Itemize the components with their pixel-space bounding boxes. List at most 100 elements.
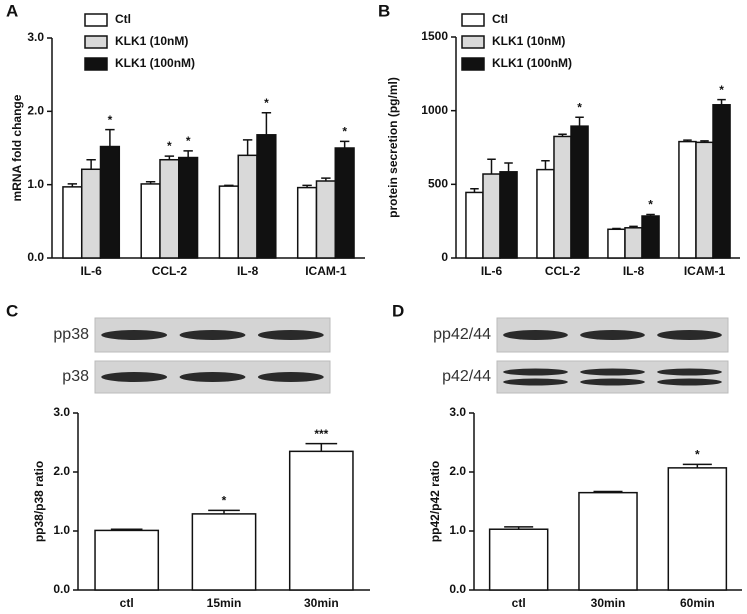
y-tick-label: 0.0 (53, 582, 70, 596)
bar (712, 104, 731, 259)
y-axis-title: pp42/p42 ratio (428, 461, 442, 542)
panel-label: B (378, 1, 390, 20)
blot-band (503, 378, 568, 386)
error-bar (302, 184, 312, 188)
blot-band (580, 378, 645, 386)
significance-label: * (186, 134, 191, 148)
blot-band (657, 378, 722, 386)
bar (178, 156, 199, 259)
error-bar (682, 463, 712, 468)
legend-label: KLK1 (10nM) (492, 34, 565, 48)
x-tick-label: IL-6 (80, 264, 102, 278)
error-bar (305, 442, 338, 452)
error-bar (558, 133, 567, 137)
x-tick-label: 30min (304, 596, 339, 610)
panel-label: D (392, 301, 404, 320)
error-bar (164, 155, 175, 160)
y-tick-label: 3.0 (53, 405, 70, 419)
error-bar (105, 128, 115, 147)
panel-label: C (6, 301, 18, 320)
x-tick-label: CCL-2 (152, 264, 188, 278)
bar (315, 180, 337, 259)
bar (296, 186, 318, 259)
error-bar (504, 162, 513, 172)
y-tick-label: 1000 (421, 103, 448, 117)
error-bar (242, 139, 253, 156)
bar (94, 529, 160, 591)
legend-label: Ctl (492, 12, 508, 26)
error-bar (321, 177, 331, 181)
error-bar (224, 184, 234, 187)
significance-label: *** (314, 427, 328, 441)
significance-label: * (108, 113, 113, 127)
error-bar (67, 183, 78, 187)
bar (256, 134, 277, 259)
bar (159, 158, 180, 259)
x-tick-label: IL-8 (623, 264, 645, 278)
significance-label: * (264, 96, 269, 110)
panel-label: A (6, 1, 18, 20)
bar (465, 191, 484, 259)
blot-label: p38 (62, 368, 89, 385)
x-tick-label: ctl (512, 596, 526, 610)
legend-label: Ctl (115, 12, 131, 26)
bar (488, 528, 549, 591)
bar (62, 186, 83, 259)
legend-swatch (461, 35, 485, 49)
error-bar (575, 116, 584, 127)
x-tick-label: ctl (120, 596, 134, 610)
blot-label: pp38 (53, 326, 89, 343)
bar (334, 147, 355, 259)
bar (482, 173, 501, 259)
y-tick-label: 0.0 (449, 582, 466, 596)
significance-label: * (648, 198, 653, 212)
bar (499, 171, 518, 259)
error-bar (593, 490, 623, 493)
blot-band (503, 368, 568, 376)
x-tick-label: ICAM-1 (684, 264, 726, 278)
blot-band (503, 330, 568, 340)
y-axis-title: mRNA fold change (10, 94, 24, 201)
significance-label: * (222, 494, 227, 508)
y-tick-label: 3.0 (27, 30, 44, 44)
error-bar (717, 98, 726, 105)
x-tick-label: IL-8 (237, 264, 259, 278)
significance-label: * (695, 448, 700, 462)
error-bar (110, 528, 143, 531)
bar (140, 183, 161, 259)
significance-label: * (719, 83, 724, 97)
significance-label: * (342, 125, 347, 139)
legend-swatch (461, 57, 485, 71)
significance-label: * (577, 100, 582, 114)
x-tick-label: IL-6 (481, 264, 503, 278)
blot-image (496, 360, 729, 394)
bar (624, 227, 643, 259)
y-tick-label: 500 (428, 177, 448, 191)
bar (536, 168, 555, 259)
error-bar (612, 227, 621, 230)
y-tick-label: 1.0 (27, 177, 44, 191)
bar (695, 141, 714, 259)
y-tick-label: 2.0 (27, 104, 44, 118)
y-axis-title: protein secretion (pg/ml) (386, 77, 400, 218)
blot-band (101, 372, 168, 382)
x-tick-label: 15min (207, 596, 242, 610)
error-bar (541, 160, 550, 170)
blot-band (257, 330, 324, 340)
bar (553, 135, 572, 259)
blot-band (580, 330, 645, 340)
x-tick-label: 30min (591, 596, 626, 610)
x-tick-label: CCL-2 (545, 264, 581, 278)
significance-label: * (167, 139, 172, 153)
legend-label: KLK1 (100nM) (115, 56, 195, 70)
blot-band (657, 330, 722, 340)
error-bar (646, 213, 655, 217)
y-tick-label: 0.0 (27, 250, 44, 264)
error-bar (700, 140, 709, 143)
bar (99, 145, 121, 259)
y-tick-label: 1500 (421, 29, 448, 43)
blot-band (179, 372, 246, 382)
y-tick-label: 2.0 (449, 464, 466, 478)
bar (570, 125, 589, 259)
